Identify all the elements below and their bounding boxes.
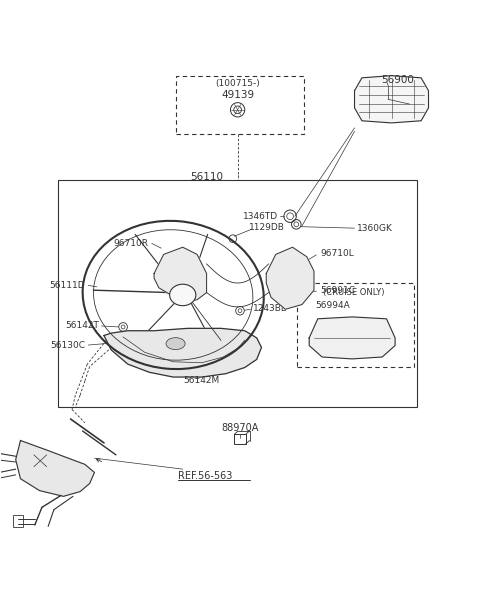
Bar	[13, 515, 23, 527]
Polygon shape	[16, 440, 95, 496]
Text: 56111D: 56111D	[49, 281, 85, 290]
Text: (CRUISE ONLY): (CRUISE ONLY)	[323, 287, 384, 297]
Text: 1243BE: 1243BE	[253, 304, 288, 313]
Bar	[234, 434, 246, 444]
Bar	[58, 180, 417, 407]
Ellipse shape	[169, 284, 196, 306]
Text: 56110: 56110	[190, 172, 223, 181]
Text: 56991C: 56991C	[320, 286, 355, 295]
Polygon shape	[355, 76, 429, 123]
Text: 56142M: 56142M	[184, 376, 220, 385]
Text: REF.56-563: REF.56-563	[178, 471, 232, 481]
Text: 96710R: 96710R	[113, 239, 148, 248]
Text: 96710L: 96710L	[320, 249, 354, 258]
Polygon shape	[154, 247, 206, 302]
Bar	[297, 283, 414, 367]
Text: 88970A: 88970A	[221, 423, 259, 432]
Ellipse shape	[166, 337, 185, 350]
Bar	[176, 76, 304, 133]
Bar	[25, 448, 39, 457]
Polygon shape	[266, 247, 314, 309]
Text: 49139: 49139	[221, 90, 254, 99]
Bar	[25, 462, 37, 471]
Text: 56142T: 56142T	[65, 322, 99, 331]
Polygon shape	[309, 317, 395, 359]
Text: 56994A: 56994A	[316, 301, 350, 310]
Text: 56130C: 56130C	[50, 340, 85, 350]
Text: 56900: 56900	[381, 75, 414, 85]
Polygon shape	[104, 328, 262, 377]
Text: 1346TD: 1346TD	[243, 212, 278, 220]
Text: 1360GK: 1360GK	[357, 224, 393, 233]
Text: (100715-): (100715-)	[215, 79, 260, 88]
Text: 1129DB: 1129DB	[249, 223, 285, 231]
